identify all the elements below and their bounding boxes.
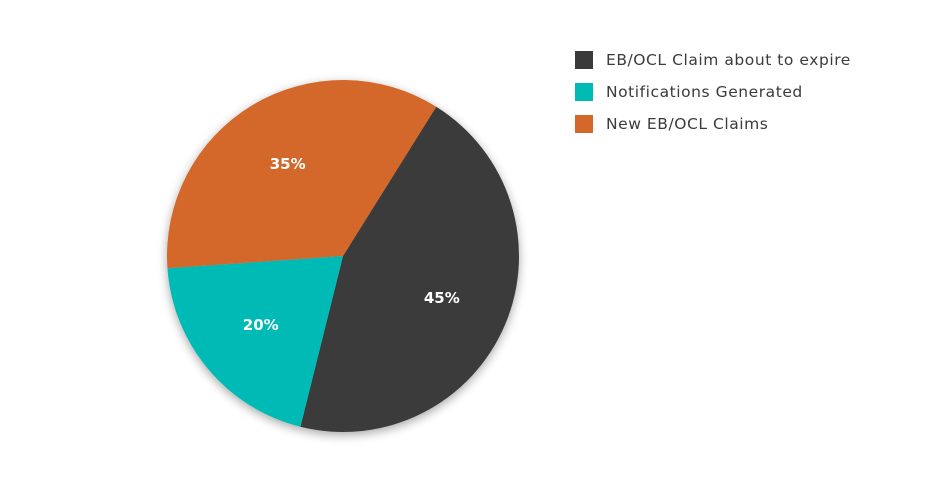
slice-claim-about-to-expire[interactable] xyxy=(300,106,519,433)
legend-label: New EB/OCL Claims xyxy=(606,115,769,133)
legend-item-notifications-generated[interactable]: Notifications Generated xyxy=(575,82,851,102)
slice-label-notifications-generated: 20% xyxy=(243,316,279,334)
legend-item-claim-about-to-expire[interactable]: EB/OCL Claim about to expire xyxy=(575,50,851,70)
slice-label-new-claims: 35% xyxy=(270,155,306,173)
slice-label-claim-about-to-expire: 45% xyxy=(424,289,460,307)
chart-legend: EB/OCL Claim about to expire Notificatio… xyxy=(575,50,851,146)
legend-label: EB/OCL Claim about to expire xyxy=(606,51,851,69)
legend-swatch xyxy=(575,83,593,101)
slice-notifications-generated[interactable] xyxy=(167,256,343,427)
legend-swatch xyxy=(575,51,593,69)
legend-swatch xyxy=(575,115,593,133)
legend-item-new-claims[interactable]: New EB/OCL Claims xyxy=(575,114,851,134)
legend-label: Notifications Generated xyxy=(606,83,803,101)
slice-new-claims[interactable] xyxy=(167,80,437,269)
